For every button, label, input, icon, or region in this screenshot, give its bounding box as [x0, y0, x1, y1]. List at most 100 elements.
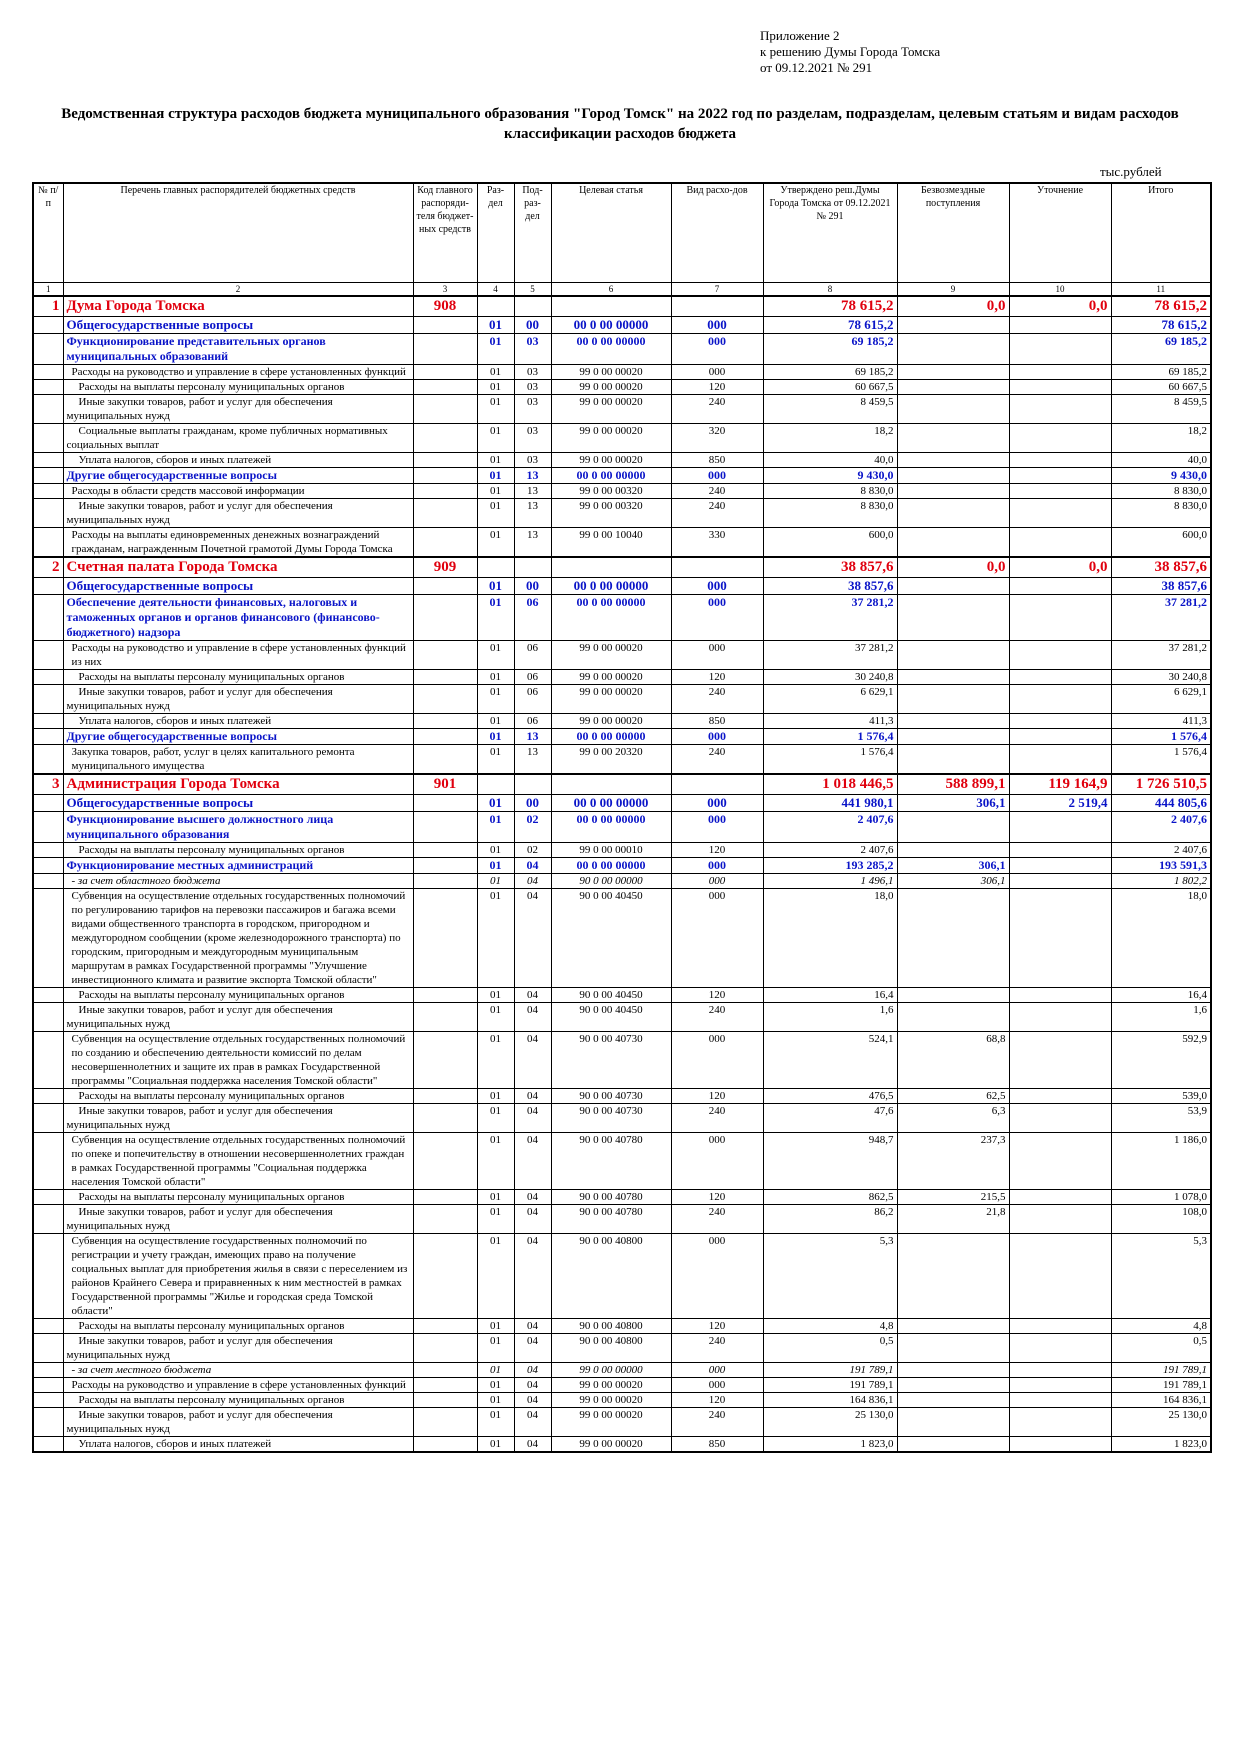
row-gratuitous	[896, 1392, 1010, 1408]
col-num: 11	[1110, 282, 1212, 297]
row-approved: 862,5	[762, 1189, 898, 1205]
row-section: 01	[476, 1002, 515, 1032]
row-expense-type: 120	[670, 379, 764, 395]
row-approved: 25 130,0	[762, 1407, 898, 1437]
row-expense-type: 850	[670, 452, 764, 468]
row-section: 01	[476, 794, 515, 812]
row-number	[32, 669, 64, 685]
row-approved: 78 615,2	[762, 295, 898, 317]
row-refinement	[1008, 498, 1112, 528]
row-refinement	[1008, 987, 1112, 1003]
row-approved: 441 980,1	[762, 794, 898, 812]
row-total: 8 830,0	[1110, 498, 1212, 528]
row-total: 37 281,2	[1110, 640, 1212, 670]
row-number	[32, 713, 64, 729]
row-approved: 600,0	[762, 527, 898, 558]
row-gratuitous	[896, 394, 1010, 424]
row-target-article: 99 0 00 10040	[550, 527, 672, 558]
table-row: Расходы на выплаты единовременных денежн…	[32, 527, 1212, 558]
row-name: Уплата налогов, сборов и иных платежей	[62, 713, 414, 729]
row-name: Расходы на выплаты персоналу муниципальн…	[62, 379, 414, 395]
row-total: 8 459,5	[1110, 394, 1212, 424]
row-number	[32, 1132, 64, 1190]
table-row: - за счет областного бюджета 01 04 90 0 00 …	[32, 873, 1212, 889]
row-expense-type: 000	[670, 1377, 764, 1393]
row-refinement	[1008, 594, 1112, 641]
row-total: 2 407,6	[1110, 842, 1212, 858]
row-expense-type: 850	[670, 713, 764, 729]
row-section: 01	[476, 316, 515, 334]
row-code	[412, 888, 478, 988]
row-number	[32, 1204, 64, 1234]
row-target-article: 99 0 00 20320	[550, 744, 672, 775]
row-gratuitous: 588 899,1	[896, 773, 1010, 795]
row-expense-type: 240	[670, 1002, 764, 1032]
table-row: Расходы на выплаты персоналу муниципальн…	[32, 842, 1212, 858]
row-target-article: 00 0 00 00000	[550, 594, 672, 641]
row-refinement	[1008, 1204, 1112, 1234]
table-row: Закупка товаров, работ, услуг в целях ка…	[32, 744, 1212, 775]
row-total: 108,0	[1110, 1204, 1212, 1234]
row-total: 1 186,0	[1110, 1132, 1212, 1190]
row-target-article: 99 0 00 00020	[550, 423, 672, 453]
col-num: 9	[896, 282, 1010, 297]
row-code	[412, 364, 478, 380]
row-section: 01	[476, 744, 515, 775]
table-row: 2 Счетная палата Города Томска 909 38 857,6…	[32, 556, 1212, 578]
row-refinement	[1008, 1377, 1112, 1393]
row-approved: 164 836,1	[762, 1392, 898, 1408]
row-gratuitous: 6,3	[896, 1103, 1010, 1133]
table-row: Уплата налогов, сборов и иных платежей 01…	[32, 713, 1212, 729]
row-subsection: 06	[513, 669, 552, 685]
row-subsection: 13	[513, 527, 552, 558]
row-expense-type	[670, 556, 764, 578]
row-refinement	[1008, 452, 1112, 468]
row-gratuitous	[896, 364, 1010, 380]
row-total: 78 615,2	[1110, 316, 1212, 334]
row-target-article: 00 0 00 00000	[550, 794, 672, 812]
row-target-article: 00 0 00 00000	[550, 577, 672, 595]
row-subsection: 00	[513, 794, 552, 812]
budget-table: № п/п Перечень главных распорядителей бю…	[32, 182, 1212, 1453]
row-expense-type: 240	[670, 744, 764, 775]
row-approved: 69 185,2	[762, 333, 898, 365]
row-refinement	[1008, 577, 1112, 595]
row-total: 53,9	[1110, 1103, 1212, 1133]
row-name: Функционирование местных администраций	[62, 857, 414, 874]
row-expense-type: 240	[670, 1333, 764, 1363]
appendix-line-2: к решению Думы Города Томска	[760, 44, 941, 59]
appendix-line-3: от 09.12.2021 № 291	[760, 60, 873, 75]
row-refinement	[1008, 1088, 1112, 1104]
row-code	[412, 1377, 478, 1393]
row-section: 01	[476, 1436, 515, 1453]
row-subsection: 13	[513, 728, 552, 745]
row-total: 18,0	[1110, 888, 1212, 988]
row-target-article: 90 0 00 40450	[550, 987, 672, 1003]
row-total: 8 830,0	[1110, 483, 1212, 499]
table-row: Иные закупки товаров, работ и услуг для …	[32, 684, 1212, 714]
row-section: 01	[476, 888, 515, 988]
row-number	[32, 498, 64, 528]
row-target-article: 90 0 00 40450	[550, 1002, 672, 1032]
row-expense-type: 000	[670, 467, 764, 484]
row-number	[32, 1436, 64, 1453]
row-target-article: 90 0 00 40780	[550, 1189, 672, 1205]
row-refinement	[1008, 379, 1112, 395]
row-expense-type: 120	[670, 842, 764, 858]
row-target-article: 99 0 00 00020	[550, 713, 672, 729]
row-total: 69 185,2	[1110, 333, 1212, 365]
row-expense-type: 240	[670, 498, 764, 528]
row-name: Дума Города Томска	[62, 295, 414, 317]
row-name: Иные закупки товаров, работ и услуг для …	[62, 394, 414, 424]
row-section: 01	[476, 684, 515, 714]
table-row: 1 Дума Города Томска 908 78 615,2 0,0 0,0 78 6…	[32, 295, 1212, 317]
row-subsection: 00	[513, 577, 552, 595]
row-name: Иные закупки товаров, работ и услуг для …	[62, 498, 414, 528]
row-approved: 1 576,4	[762, 744, 898, 775]
row-refinement	[1008, 1002, 1112, 1032]
row-refinement	[1008, 1407, 1112, 1437]
row-code	[412, 527, 478, 558]
table-row: Расходы на выплаты персоналу муниципальн…	[32, 987, 1212, 1003]
row-expense-type: 000	[670, 640, 764, 670]
row-name: Другие общегосударственные вопросы	[62, 467, 414, 484]
